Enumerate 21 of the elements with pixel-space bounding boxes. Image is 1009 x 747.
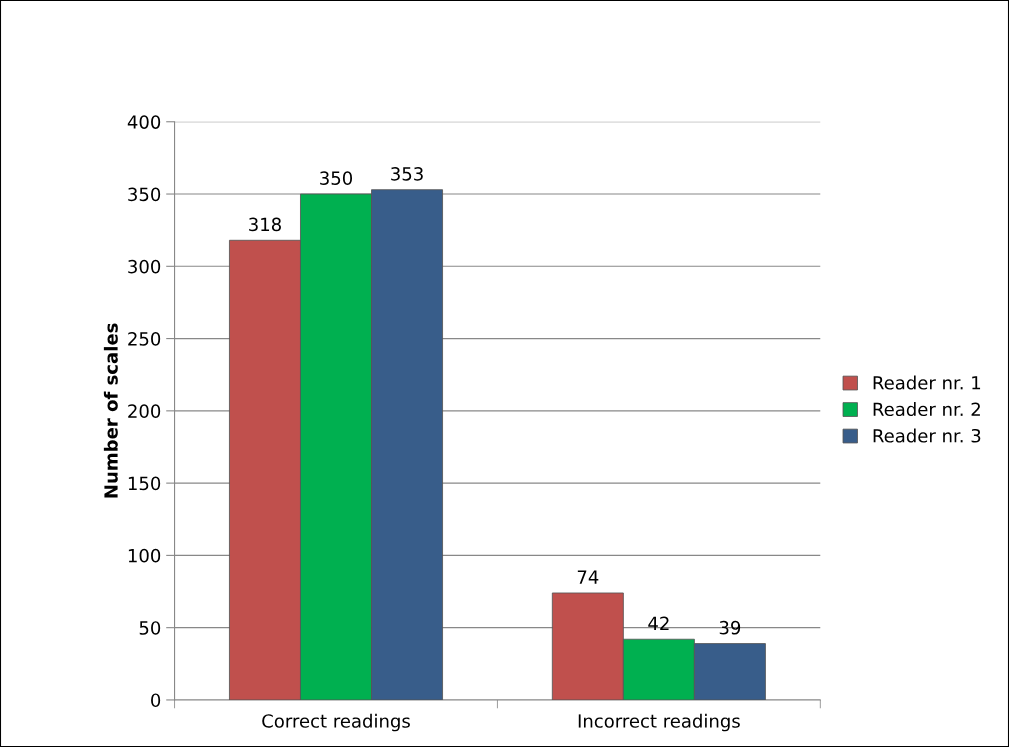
y-tick-label: 200 xyxy=(128,404,161,418)
x-tick-label: Correct readings xyxy=(262,713,410,732)
data-label: 350 xyxy=(320,171,353,185)
y-tick-label: 350 xyxy=(128,187,161,202)
data-label: 318 xyxy=(249,217,281,232)
y-tick-label: 250 xyxy=(128,332,161,346)
data-label: 74 xyxy=(577,570,599,584)
y-tick-label: 300 xyxy=(128,259,161,274)
legend-label: Reader nr. 2 xyxy=(873,402,980,417)
y-tick-label: 100 xyxy=(128,548,161,563)
y-tick-label: 50 xyxy=(139,621,161,635)
y-axis-title: Number of scales xyxy=(103,323,118,498)
data-label: 42 xyxy=(648,616,669,630)
y-tick-label: 0 xyxy=(151,693,161,708)
data-label: 353 xyxy=(391,166,423,181)
data-label: 39 xyxy=(719,620,741,635)
legend-label: Reader nr. 1 xyxy=(873,375,981,390)
y-tick-label: 400 xyxy=(127,115,161,129)
x-tick-label: Incorrect readings xyxy=(578,713,740,732)
y-tick-label: 150 xyxy=(128,476,161,491)
legend-label: Reader nr. 3 xyxy=(873,428,981,443)
